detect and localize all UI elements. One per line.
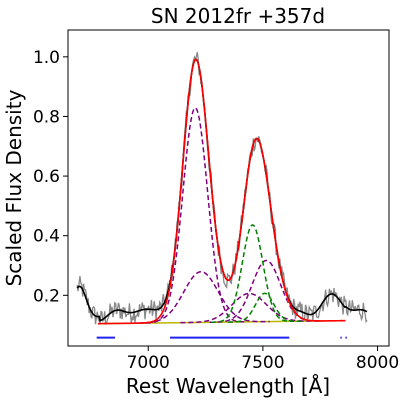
gaussian-component — [132, 270, 270, 324]
x-axis-title: Rest Wavelength [Å] — [126, 374, 330, 398]
total-fit-line — [97, 58, 346, 325]
y-axis-title: Scaled Flux Density — [2, 89, 26, 286]
y-tick-label: 0.8 — [33, 107, 60, 127]
x-tick-label: 8000 — [356, 353, 399, 373]
observed-spectrum-line — [76, 52, 368, 326]
x-tick-label: 7500 — [241, 353, 284, 373]
gaussian-component — [211, 224, 294, 324]
y-tick-label: 1.0 — [33, 48, 60, 68]
gaussian-component — [228, 292, 301, 323]
y-tick-label: 0.2 — [33, 286, 60, 306]
gaussian-component — [180, 292, 318, 324]
smoothed-spectrum-line — [76, 58, 368, 322]
y-tick-label: 0.6 — [33, 167, 60, 187]
chart-title: SN 2012fr +357d — [151, 4, 325, 28]
gaussian-components — [132, 107, 323, 324]
y-tick-label: 0.4 — [33, 227, 60, 247]
plot-area — [76, 52, 368, 339]
gaussian-component — [145, 107, 245, 324]
axis-ticks: 7000 7500 8000 0.2 0.4 0.6 0.8 1.0 — [33, 48, 399, 373]
plot-frame — [67, 29, 390, 347]
x-tick-label: 7000 — [127, 353, 170, 373]
